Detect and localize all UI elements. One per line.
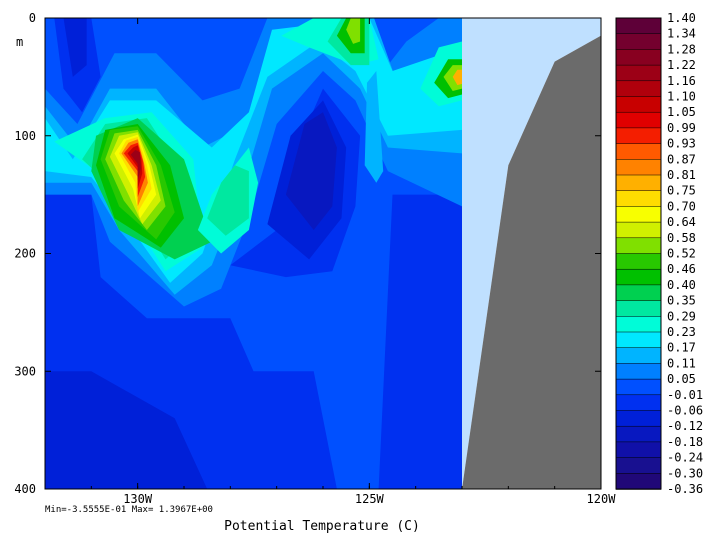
- colorbar-label: -0.01: [667, 388, 703, 402]
- missing-data-region: [462, 18, 601, 489]
- stats-text: Min=-3.5555E-01 Max= 1.3967E+00: [45, 505, 213, 515]
- colorbar-swatch: [615, 111, 662, 129]
- colorbar-swatch: [615, 410, 662, 427]
- colorbar-label: 1.40: [667, 11, 696, 25]
- y-tick-label: 300: [14, 364, 36, 378]
- colorbar-swatch: [615, 331, 662, 349]
- colorbar-swatch: [615, 237, 662, 255]
- colorbar: 1.40 1.341.28 1.22 1.16 1.101.05 0.99 0.930.87…: [615, 11, 703, 496]
- colorbar-label: 0.11: [667, 356, 696, 370]
- y-tick-label: 100: [14, 129, 36, 143]
- colorbar-label: 0.93: [667, 137, 696, 151]
- contour-region-17: [346, 18, 361, 44]
- colorbar-label: -0.18: [667, 435, 703, 449]
- colorbar-label: 0.23: [667, 325, 696, 339]
- contour-region-19: [364, 71, 384, 183]
- colorbar-label: 1.22: [667, 58, 696, 72]
- colorbar-label: -0.30: [667, 466, 703, 480]
- colorbar-label: 1.16: [667, 74, 696, 88]
- colorbar-swatch: [615, 33, 662, 51]
- colorbar-label: -0.36: [667, 482, 703, 496]
- x-tick-label: 120W: [587, 492, 617, 506]
- colorbar-label: 0.52: [667, 247, 696, 261]
- colorbar-swatch: [615, 143, 662, 161]
- colorbar-swatch: [615, 159, 662, 176]
- colorbar-swatch: [615, 316, 662, 333]
- colorbar-swatch: [615, 473, 662, 490]
- y-tick-label: 0: [29, 11, 36, 25]
- colorbar-label: 0.29: [667, 309, 696, 323]
- y-tick-label: 200: [14, 247, 36, 261]
- colorbar-swatch: [615, 441, 662, 459]
- colorbar-swatch: [615, 49, 662, 66]
- colorbar-label: 0.75: [667, 184, 696, 198]
- colorbar-swatch: [615, 96, 662, 113]
- y-tick-label: 400: [14, 482, 36, 496]
- colorbar-label: 1.28: [667, 42, 696, 56]
- colorbar-swatch: [615, 64, 662, 82]
- colorbar-swatch: [615, 394, 662, 412]
- colorbar-swatch: [615, 300, 662, 318]
- colorbar-swatch: [615, 378, 662, 396]
- contour-region-23: [452, 69, 462, 86]
- colorbar-swatch: [615, 127, 662, 145]
- colorbar-label: 0.81: [667, 168, 696, 182]
- colorbar-swatch: [615, 17, 662, 35]
- y-axis-unit-label: m: [16, 35, 23, 49]
- colorbar-label: 0.17: [667, 341, 696, 355]
- colorbar-swatch: [615, 347, 662, 365]
- contour-region-36: [207, 165, 249, 236]
- colorbar-swatch: [615, 284, 662, 302]
- colorbar-label: 0.99: [667, 121, 696, 135]
- bathymetry-land: [462, 35, 601, 489]
- colorbar-swatch: [615, 174, 662, 192]
- colorbar-swatch: [615, 253, 662, 270]
- contour-region-6: [285, 112, 337, 230]
- colorbar-label: 0.58: [667, 231, 696, 245]
- colorbar-swatch: [615, 80, 662, 98]
- x-tick-label: 130W: [123, 492, 153, 506]
- colorbar-label: 0.35: [667, 294, 696, 308]
- colorbar-swatch: [615, 457, 662, 475]
- colorbar-label: -0.24: [667, 451, 703, 465]
- colorbar-swatch: [615, 221, 662, 239]
- colorbar-label: -0.06: [667, 404, 703, 418]
- x-tick-label: 125W: [355, 492, 385, 506]
- colorbar-label: 0.87: [667, 152, 696, 166]
- contour-region-8: [63, 18, 87, 77]
- colorbar-swatch: [615, 206, 662, 223]
- colorbar-swatch: [615, 363, 662, 380]
- colorbar-label: 0.64: [667, 215, 696, 229]
- colorbar-frame: [615, 17, 662, 490]
- colorbar-swatch: [615, 425, 662, 443]
- colorbar-label: 0.05: [667, 372, 696, 386]
- colorbar-label: 0.70: [667, 199, 696, 213]
- colorbar-swatch: [615, 268, 662, 286]
- colorbar-label: 1.34: [667, 27, 696, 41]
- axes: 130W 125W 120W 0 100 200 300 400: [14, 11, 616, 506]
- colorbar-label: 0.40: [667, 278, 696, 292]
- x-axis-title: Potential Temperature (C): [224, 519, 420, 534]
- colorbar-label: 0.46: [667, 262, 696, 276]
- colorbar-swatch: [615, 190, 662, 208]
- colorbar-label: -0.12: [667, 419, 703, 433]
- plot-area: [45, 18, 601, 489]
- colorbar-label: 1.10: [667, 90, 696, 104]
- colorbar-label: 1.05: [667, 105, 696, 119]
- contour-region-34: [130, 149, 141, 181]
